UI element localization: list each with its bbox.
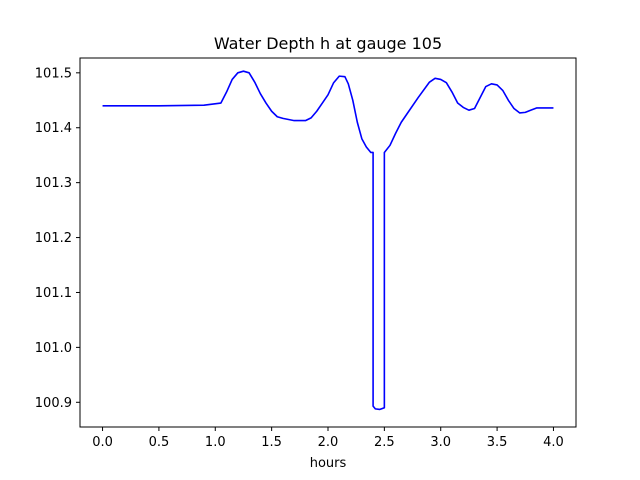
- plot-frame: [79, 57, 577, 428]
- y-tick-label: 101.4: [35, 121, 72, 136]
- x-tick-label: 1.5: [261, 435, 282, 450]
- x-axis-label: hours: [310, 456, 347, 471]
- y-tick-label: 100.9: [35, 396, 72, 411]
- series-line-1: [102, 70, 554, 411]
- y-tick-label: 101.1: [35, 286, 72, 301]
- x-tick-label: 3.5: [487, 435, 508, 450]
- y-tick-label: 101.0: [35, 341, 72, 356]
- x-tick-label: 2.5: [374, 435, 395, 450]
- plot-area: [102, 70, 554, 411]
- x-tick-label: 1.0: [205, 435, 226, 450]
- x-tick-label: 0.5: [149, 435, 170, 450]
- x-axis: 0.0 0.5 1.0 1.5 2.0 2.5 3.0 3.5 4.0: [92, 427, 564, 450]
- x-tick-label: 0.0: [92, 435, 113, 450]
- y-tick-label: 101.3: [35, 176, 72, 191]
- y-axis: 100.9 101.0 101.1 101.2 101.3 101.4 101.5: [35, 66, 80, 411]
- x-tick-label: 4.0: [543, 435, 564, 450]
- y-tick-label: 101.2: [35, 231, 72, 246]
- chart-title: Water Depth h at gauge 105: [214, 34, 442, 53]
- x-tick-label: 2.0: [318, 435, 339, 450]
- y-tick-label: 101.5: [35, 66, 72, 81]
- x-tick-label: 3.0: [430, 435, 451, 450]
